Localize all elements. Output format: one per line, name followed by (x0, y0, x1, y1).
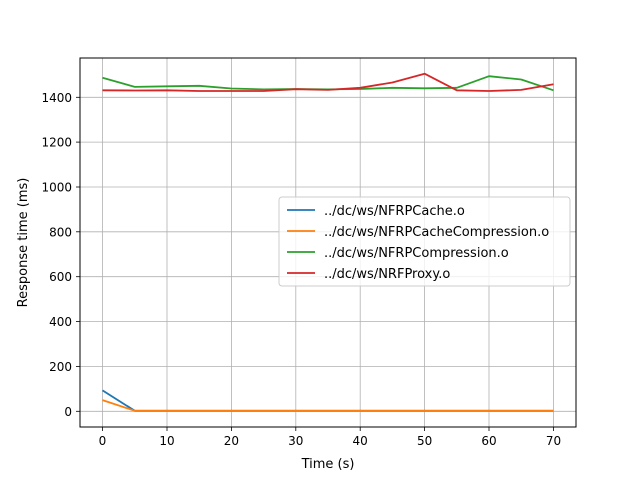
y-tick-label: 400 (49, 315, 72, 329)
legend: ../dc/ws/NFRPCache.o ../dc/ws/NFRPCacheC… (278, 196, 571, 287)
x-tick-label: 10 (159, 434, 174, 448)
series-line-nrfproxy (102, 72, 554, 92)
x-tick-label: 40 (353, 434, 368, 448)
legend-label-nfrpcompression: ../dc/ws/NFRPCompression.o (324, 246, 509, 261)
series-lines (102, 72, 554, 412)
y-tick-label: 1200 (41, 136, 72, 150)
y-tick-label: 600 (49, 270, 72, 284)
y-tick-label: 0 (64, 405, 72, 419)
axis-ticks: 0 10 20 30 40 50 60 70 0 200 400 600 800 1000 1200 1400 (41, 91, 561, 448)
y-tick-label: 800 (49, 225, 72, 239)
x-tick-label: 60 (481, 434, 496, 448)
x-tick-label: 70 (546, 434, 561, 448)
x-tick-label: 30 (288, 434, 303, 448)
series-line-nfrpcachecompression (102, 399, 554, 412)
y-tick-label: 1400 (41, 91, 72, 105)
y-axis-label: Response time (ms) (16, 178, 31, 308)
x-tick-label: 0 (99, 434, 107, 448)
legend-label-nfrpcache: ../dc/ws/NFRPCache.o (324, 204, 465, 219)
y-tick-label: 200 (49, 360, 72, 374)
legend-label-nfrpcachecompression: ../dc/ws/NFRPCacheCompression.o (324, 225, 549, 240)
legend-label-nrfproxy: ../dc/ws/NRFProxy.o (324, 267, 450, 282)
x-axis-label: Time (s) (301, 457, 355, 472)
x-tick-label: 20 (224, 434, 239, 448)
plot-frame (79, 57, 577, 428)
legend-box (278, 196, 571, 287)
x-tick-label: 50 (417, 434, 432, 448)
y-tick-label: 1000 (41, 181, 72, 195)
